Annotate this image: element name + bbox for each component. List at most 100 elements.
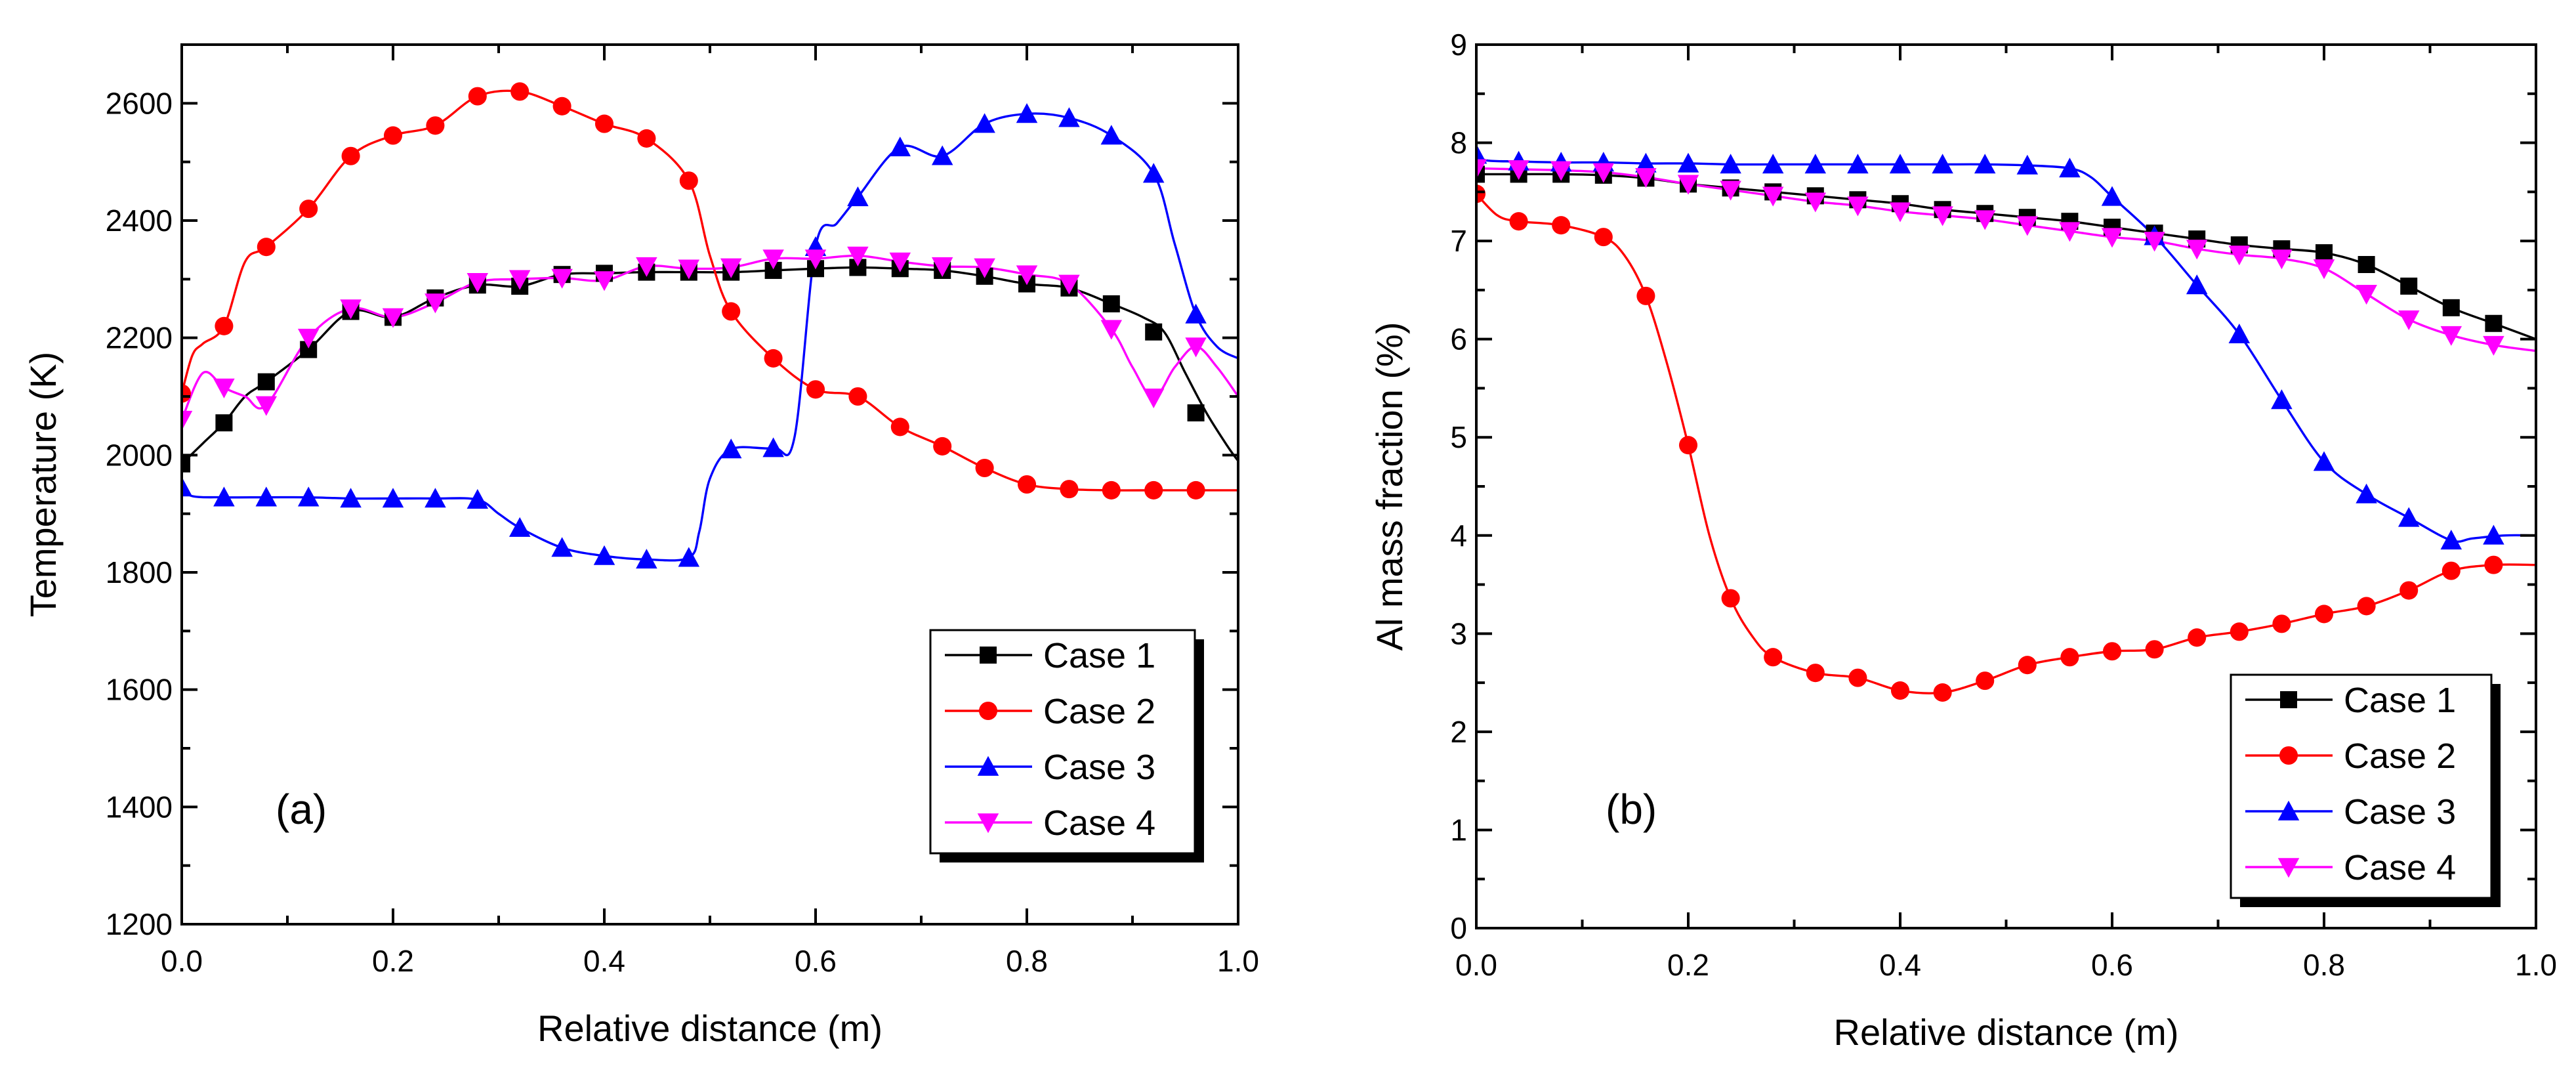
data-point-case-4	[382, 308, 404, 328]
y-axis-ticks: 1200 1400 1600 1800 2000 2200 2400 2600	[106, 43, 1238, 941]
data-point-case-2	[2272, 614, 2291, 633]
legend-label-case-2: Case 2	[1043, 692, 1155, 731]
data-point-case-4	[1932, 206, 1953, 226]
data-point-case-3	[593, 545, 615, 565]
data-point-case-3	[425, 488, 446, 508]
data-point-case-1	[257, 373, 275, 391]
data-point-case-2	[2399, 581, 2419, 600]
data-point-case-1	[2442, 299, 2460, 316]
y-tick-label: 1800	[106, 555, 173, 589]
data-point-case-3	[1142, 163, 1165, 183]
legend-label-case-1: Case 1	[1043, 636, 1155, 675]
data-point-case-2	[1721, 589, 1740, 608]
markers-case-4	[182, 246, 1207, 431]
data-point-case-4	[762, 249, 784, 270]
data-point-case-4	[678, 259, 700, 280]
data-point-case-1	[2400, 277, 2418, 295]
data-point-case-3	[847, 186, 869, 207]
data-point-case-4	[1508, 160, 1529, 181]
data-point-case-2	[594, 114, 614, 133]
y-tick-label: 9	[1450, 28, 1467, 62]
data-point-case-3	[1889, 154, 1911, 174]
x-tick-label: 0.6	[2091, 948, 2133, 982]
data-point-case-3	[889, 137, 911, 157]
legend-label-case-4: Case 4	[2344, 848, 2456, 887]
data-point-case-2	[1636, 286, 1655, 305]
data-point-case-4	[297, 328, 320, 349]
data-point-case-4	[1847, 196, 1869, 217]
legend-box	[929, 629, 1196, 855]
data-point-case-4	[1592, 163, 1615, 183]
data-point-case-3	[2101, 186, 2123, 206]
data-point-case-2	[890, 417, 909, 436]
legend-item-case-4: Case 4	[945, 803, 1155, 843]
data-point-case-1	[182, 455, 190, 473]
data-point-case-4	[1476, 159, 1487, 179]
legend-circle-marker	[2279, 746, 2298, 765]
data-point-case-3	[1762, 154, 1784, 174]
data-point-case-2	[848, 387, 867, 406]
legend: Case 1 Case 2 Case 3 Case 4	[2230, 673, 2501, 907]
y-axis-title: Al mass fraction (%)	[1369, 322, 1410, 651]
data-point-case-4	[1720, 181, 1741, 201]
markers-case-4	[1476, 159, 2504, 356]
data-point-case-2	[215, 316, 234, 335]
data-point-case-3	[2059, 158, 2081, 178]
data-point-case-3	[2398, 507, 2420, 527]
x-tick-label: 0.0	[1455, 948, 1497, 982]
data-point-case-4	[889, 252, 911, 272]
data-point-case-2	[426, 116, 445, 135]
x-tick-label: 0.8	[1006, 944, 1048, 978]
y-tick-label: 5	[1450, 420, 1467, 454]
data-point-case-4	[1889, 202, 1911, 223]
data-point-case-2	[383, 126, 403, 145]
data-point-case-4	[2356, 285, 2377, 305]
data-point-case-2	[1890, 681, 1910, 700]
data-point-case-4	[255, 396, 278, 416]
data-point-case-3	[2186, 274, 2208, 295]
legend-label-case-3: Case 3	[1043, 748, 1155, 787]
legend-item-case-3: Case 3	[945, 748, 1155, 787]
data-point-case-3	[1635, 152, 1657, 173]
data-point-case-3	[1974, 154, 1996, 174]
data-point-case-4	[2059, 222, 2081, 242]
data-point-case-4	[340, 299, 362, 320]
data-point-case-4	[213, 378, 235, 398]
data-point-case-2	[1509, 212, 1528, 231]
data-point-case-2	[1848, 668, 1867, 687]
data-point-case-2	[2230, 622, 2249, 641]
data-point-case-2	[975, 458, 994, 478]
data-point-case-3	[255, 486, 278, 507]
data-point-case-2	[1060, 480, 1079, 499]
data-point-case-3	[1847, 154, 1869, 174]
data-point-case-4	[804, 249, 827, 270]
legend-item-case-1: Case 1	[945, 636, 1155, 675]
data-point-case-4	[974, 258, 995, 278]
data-point-case-3	[974, 113, 995, 133]
data-point-case-1	[1187, 404, 1205, 422]
y-tick-label: 3	[1450, 616, 1467, 650]
data-point-case-4	[2186, 240, 2208, 260]
data-point-case-1	[1102, 295, 1120, 312]
data-point-case-2	[1976, 671, 1995, 691]
legend: Case 1 Case 2 Case 3 Case 4	[929, 629, 1204, 862]
data-point-case-1	[215, 414, 233, 432]
data-point-case-3	[182, 477, 193, 497]
y-tick-label: 1200	[106, 907, 173, 941]
data-point-case-4	[2483, 335, 2504, 356]
data-point-case-2	[764, 349, 783, 368]
data-point-case-2	[1017, 475, 1037, 494]
data-point-case-3	[720, 438, 742, 459]
data-point-case-3	[931, 145, 953, 165]
data-point-case-2	[2314, 605, 2334, 624]
data-point-case-4	[509, 270, 531, 290]
legend-box	[2230, 673, 2493, 899]
data-point-case-2	[468, 87, 487, 106]
data-point-case-2	[552, 96, 571, 116]
data-point-case-3	[213, 486, 235, 507]
x-tick-label: 0.0	[161, 944, 203, 978]
y-tick-label: 2	[1450, 715, 1467, 749]
data-point-case-4	[1100, 320, 1123, 340]
y-tick-label: 2200	[106, 321, 173, 355]
